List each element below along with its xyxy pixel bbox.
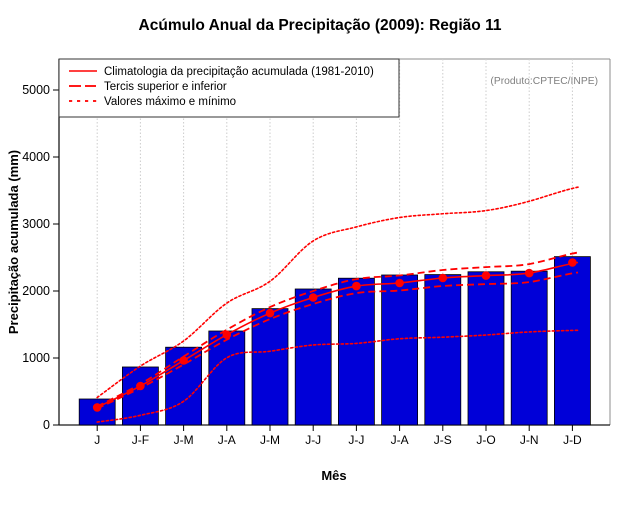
svg-text:J-A: J-A (391, 433, 409, 447)
svg-text:Acúmulo Anual da Precipitação: Acúmulo Anual da Precipitação (2009): Re… (139, 17, 502, 34)
svg-text:1000: 1000 (22, 351, 50, 365)
svg-text:J-M: J-M (174, 433, 194, 447)
svg-text:0: 0 (43, 418, 50, 432)
svg-text:(Produto:CPTEC/INPE): (Produto:CPTEC/INPE) (490, 76, 598, 87)
svg-text:5000: 5000 (22, 83, 50, 97)
svg-text:J-D: J-D (563, 433, 582, 447)
svg-text:J-O: J-O (476, 433, 495, 447)
svg-text:J-J: J-J (305, 433, 321, 447)
svg-text:Climatologia da precipitação a: Climatologia da precipitação acumulada (… (104, 66, 374, 78)
svg-text:J-N: J-N (520, 433, 539, 447)
svg-text:Mês: Mês (321, 468, 346, 483)
svg-text:J-M: J-M (260, 433, 280, 447)
svg-text:J-F: J-F (132, 433, 149, 447)
svg-text:2000: 2000 (22, 284, 50, 298)
svg-text:J: J (94, 433, 100, 447)
svg-text:Precipitação acumulada (mm): Precipitação acumulada (mm) (6, 150, 21, 334)
svg-text:Valores máximo e mínimo: Valores máximo e mínimo (104, 96, 236, 108)
svg-text:4000: 4000 (22, 150, 50, 164)
svg-text:3000: 3000 (22, 217, 50, 231)
svg-text:J-J: J-J (348, 433, 364, 447)
svg-text:J-S: J-S (434, 433, 452, 447)
svg-text:Tercis superior e inferior: Tercis superior e inferior (104, 81, 227, 93)
svg-text:J-A: J-A (218, 433, 236, 447)
